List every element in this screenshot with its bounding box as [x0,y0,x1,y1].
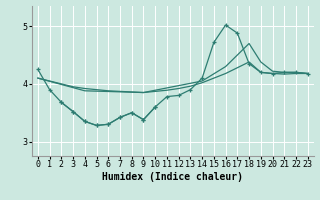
X-axis label: Humidex (Indice chaleur): Humidex (Indice chaleur) [102,172,243,182]
